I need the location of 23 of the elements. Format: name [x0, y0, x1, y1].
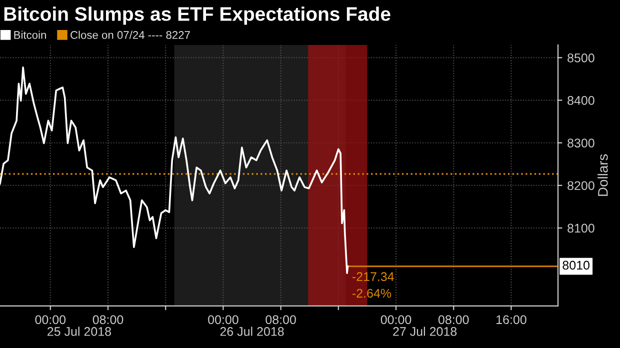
x-tick-label: 00:00 — [380, 315, 412, 324]
annotation: -217.34 — [352, 272, 394, 282]
legend-label: Bitcoin — [14, 30, 46, 39]
ref-line-label: 8010 — [562, 260, 590, 270]
y-tick-label: 8500 — [568, 53, 594, 62]
x-tick-label: 08:00 — [266, 315, 296, 324]
x2-tick-label: 27 Jul 2018 — [393, 326, 457, 336]
line-series — [0, 66, 349, 274]
annotation: -2.64% — [352, 288, 392, 298]
x-tick-label: 00:00 — [208, 315, 238, 324]
x-tick-label: 00:00 — [35, 315, 66, 324]
chart-title: Bitcoin Slumps as ETF Expectations Fade — [4, 6, 390, 25]
y-tick-label: 8300 — [568, 138, 594, 148]
y-axis-title: Dollars — [598, 154, 608, 196]
x-tick-label: 08:00 — [438, 315, 469, 324]
y-tick-label: 8200 — [568, 181, 594, 190]
y-tick-label: 8100 — [568, 224, 594, 233]
x-tick-label: 16:00 — [496, 315, 526, 324]
x-tick-label: 08:00 — [92, 315, 124, 324]
x2-tick-label: 25 Jul 2018 — [48, 326, 111, 336]
legend-label: Close on 07/24 ---- 8227 — [70, 30, 190, 39]
x2-tick-label: 26 Jul 2018 — [220, 326, 284, 336]
y-tick-label: 8400 — [568, 96, 594, 105]
